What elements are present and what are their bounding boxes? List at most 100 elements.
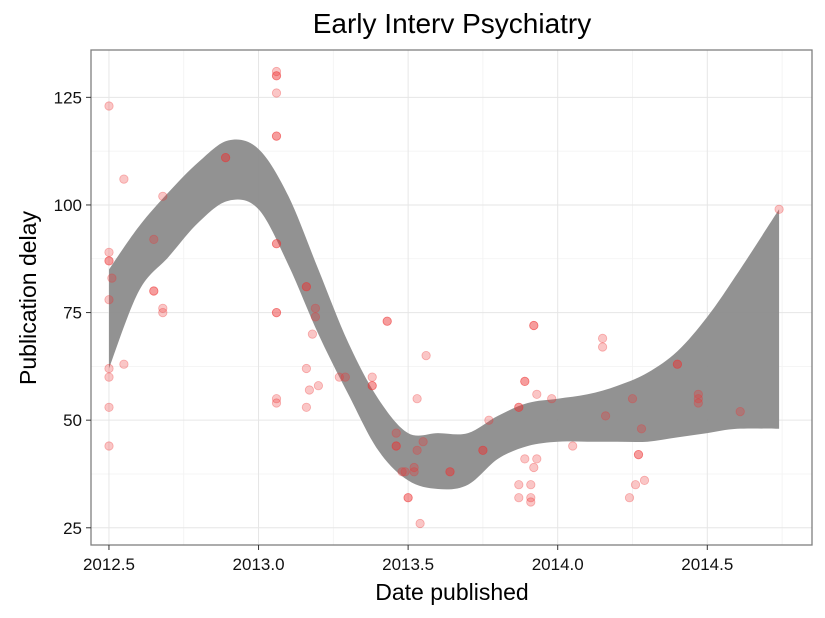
y-axis-ticks: 25 50 75 100 125 — [54, 88, 91, 538]
data-point — [568, 441, 578, 451]
data-point — [271, 307, 282, 318]
data-point — [672, 359, 683, 369]
data-point — [520, 376, 530, 386]
data-point — [271, 307, 282, 318]
data-point — [633, 449, 644, 460]
data-point — [104, 402, 114, 412]
data-point — [400, 467, 410, 477]
x-axis-ticks: 2012.5 2013.0 2013.5 2014.0 2014.5 — [83, 545, 733, 574]
data-point — [412, 394, 422, 404]
data-point — [639, 475, 650, 485]
data-point — [391, 428, 401, 438]
y-tick-label: 125 — [54, 88, 82, 107]
data-point — [520, 376, 530, 386]
chart-title: Early Interv Psychiatry — [313, 8, 592, 39]
data-point — [158, 303, 168, 313]
data-point — [313, 381, 323, 391]
data-point — [334, 372, 344, 382]
data-point — [271, 66, 282, 77]
x-tick-label: 2012.5 — [83, 555, 135, 574]
data-point — [600, 411, 611, 421]
data-point — [304, 385, 314, 395]
y-tick-label: 75 — [63, 304, 82, 323]
data-point — [301, 282, 311, 292]
data-point — [403, 493, 413, 503]
data-point — [104, 101, 114, 111]
data-point — [104, 256, 114, 266]
data-point — [271, 239, 282, 249]
data-point — [514, 402, 524, 412]
x-tick-label: 2013.5 — [382, 555, 434, 574]
data-point — [310, 312, 320, 322]
data-point — [532, 389, 542, 399]
data-point — [478, 445, 488, 455]
data-point — [774, 204, 784, 214]
data-point — [636, 424, 647, 434]
data-point — [627, 394, 638, 404]
data-point — [149, 286, 159, 296]
data-point — [526, 497, 536, 507]
data-point — [693, 398, 703, 408]
data-point — [307, 329, 317, 339]
data-point — [221, 153, 231, 163]
data-point — [445, 467, 455, 477]
data-point — [484, 415, 494, 425]
data-point — [409, 462, 419, 473]
data-point — [529, 462, 539, 473]
data-point — [403, 493, 413, 503]
data-point — [271, 394, 282, 404]
data-point — [104, 372, 114, 382]
data-point — [735, 406, 745, 417]
data-point — [158, 307, 168, 318]
data-point — [529, 320, 539, 331]
data-point — [367, 372, 377, 382]
x-tick-label: 2014.0 — [532, 555, 584, 574]
data-point — [532, 454, 542, 464]
data-point — [624, 493, 635, 503]
data-point — [158, 191, 168, 201]
x-tick-label: 2014.5 — [681, 555, 733, 574]
data-point — [445, 467, 455, 477]
data-point — [104, 295, 114, 305]
data-point — [514, 493, 524, 503]
y-axis-title: Publication delay — [15, 211, 41, 385]
data-point — [367, 381, 377, 391]
data-point — [149, 286, 159, 296]
data-point — [693, 389, 703, 399]
data-point — [421, 350, 431, 361]
data-point — [301, 282, 311, 292]
data-point — [119, 359, 129, 369]
data-point — [271, 88, 282, 98]
data-point — [104, 441, 114, 451]
data-point — [271, 71, 282, 81]
data-point — [310, 303, 320, 313]
data-point — [633, 449, 644, 460]
data-point — [672, 359, 683, 369]
confidence-band-area — [109, 139, 780, 490]
data-point — [693, 394, 703, 404]
data-point — [271, 131, 282, 141]
data-point — [340, 372, 350, 382]
data-point — [221, 153, 231, 163]
data-point — [412, 445, 422, 455]
data-point — [119, 174, 129, 184]
data-point — [149, 234, 159, 244]
data-point — [301, 402, 311, 412]
data-point — [478, 445, 488, 455]
data-point — [382, 316, 392, 326]
data-point — [391, 441, 401, 451]
x-tick-label: 2013.0 — [233, 555, 285, 574]
data-point — [382, 316, 392, 326]
data-point — [547, 394, 557, 404]
data-point — [104, 247, 114, 257]
data-point — [104, 363, 114, 374]
data-point — [514, 402, 524, 412]
data-point — [271, 71, 282, 81]
data-point — [630, 480, 641, 490]
data-point — [418, 437, 428, 447]
data-point — [597, 342, 608, 352]
data-points — [104, 66, 784, 529]
data-point — [391, 441, 401, 451]
